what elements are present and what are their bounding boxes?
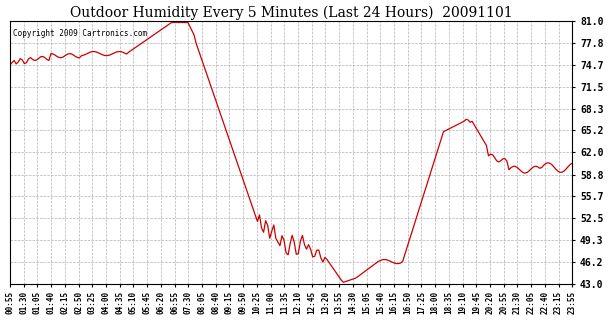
Text: Copyright 2009 Cartronics.com: Copyright 2009 Cartronics.com <box>13 29 147 38</box>
Title: Outdoor Humidity Every 5 Minutes (Last 24 Hours)  20091101: Outdoor Humidity Every 5 Minutes (Last 2… <box>70 5 513 20</box>
